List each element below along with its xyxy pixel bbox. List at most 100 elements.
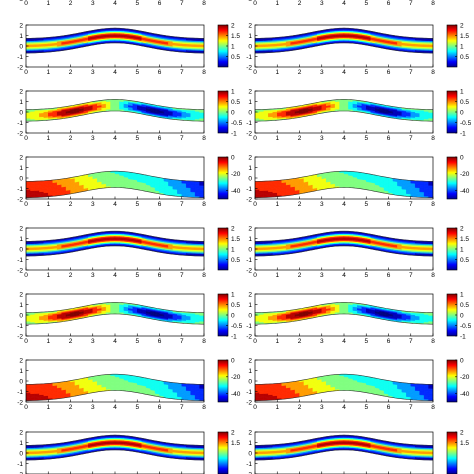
x-tick-label: 2 (298, 69, 302, 76)
contour-cell (199, 253, 204, 256)
contour-cell (199, 185, 204, 188)
y-tick-label: 2 (248, 88, 252, 95)
colorbar-tick-label: 0.5 (231, 257, 240, 264)
subplot-r3-c1: 0 1 2 3 4 5 6 7 8 -2 -1 0 1 2 0 -20 -40 (246, 154, 470, 208)
x-tick-label: 3 (320, 69, 324, 76)
x-tick-label: 0 (24, 135, 28, 142)
contour-cell (428, 194, 433, 197)
x-tick-label: 5 (364, 135, 368, 142)
subplot-r3-c0: 0 1 2 3 4 5 6 7 8 -2 -1 0 1 2 0 -20 -40 (17, 154, 241, 208)
colorbar-tick-label: -20 (460, 171, 470, 178)
x-tick-label: 5 (135, 201, 139, 208)
x-tick-label: 6 (158, 69, 162, 76)
y-tick-label: -1 (17, 54, 23, 61)
x-tick-label: 0 (253, 0, 257, 7)
colorbar-tick-label: 0.5 (231, 99, 240, 106)
x-tick-label: 0 (24, 201, 28, 208)
x-tick-label: 7 (180, 69, 184, 76)
y-tick-label: 1 (19, 33, 23, 40)
upper-wall (255, 170, 433, 182)
x-tick-label: 3 (91, 201, 95, 208)
y-tick-label: -2 (17, 130, 23, 137)
x-tick-label: 4 (113, 69, 117, 76)
x-tick-label: 8 (431, 69, 435, 76)
y-tick-label: -2 (17, 196, 23, 203)
y-tick-label: 2 (19, 22, 23, 29)
colorbar-tick-label: 0 (231, 109, 235, 116)
colorbar-tick-label: 2 (231, 22, 235, 29)
contour-cell (199, 191, 204, 194)
x-tick-label: 6 (387, 0, 391, 7)
contour-fill (26, 27, 204, 54)
x-tick-label: 1 (46, 201, 50, 208)
contour-cell (428, 183, 433, 186)
x-tick-label: 3 (91, 272, 95, 279)
y-tick-label: -1 (246, 120, 252, 127)
y-tick-label: -2 (17, 0, 23, 2)
colorbar-tick-label: 1 (460, 88, 464, 95)
x-tick-label: 2 (69, 0, 73, 7)
contour-cell (199, 43, 204, 45)
x-tick-label: 6 (158, 272, 162, 279)
contour-cell (199, 183, 204, 186)
x-tick-label: 0 (24, 272, 28, 279)
y-tick-label: 2 (19, 154, 23, 161)
contour-cell (428, 182, 433, 185)
contour-cell (199, 246, 204, 248)
contour-cell (199, 243, 204, 246)
y-tick-label: -1 (17, 120, 23, 127)
y-tick-label: -2 (246, 0, 252, 2)
colorbar-tick-label: -40 (231, 188, 241, 195)
contour-cell (428, 44, 433, 46)
x-tick-label: 3 (320, 135, 324, 142)
x-tick-label: 2 (69, 272, 73, 279)
contour-cell (428, 46, 433, 49)
contour-cell (199, 249, 204, 252)
x-tick-label: 5 (135, 272, 139, 279)
colorbar-tick-label: 1 (231, 88, 235, 95)
contour-cell (199, 46, 204, 49)
contour-cell (428, 187, 433, 190)
y-tick-label: -2 (246, 196, 252, 203)
y-tick-label: 0 (248, 109, 252, 116)
contour-cell (199, 50, 204, 53)
upper-wall (26, 27, 204, 39)
contour-fill (255, 170, 433, 198)
contour-fill (255, 99, 433, 122)
lower-wall (26, 110, 204, 122)
upper-wall (26, 99, 204, 110)
contour-cell (428, 189, 433, 192)
colorbar-tick-label: -40 (460, 188, 470, 195)
x-tick-label: 6 (158, 0, 162, 7)
y-tick-label: 1 (248, 165, 252, 172)
y-tick-label: -2 (246, 130, 252, 137)
x-tick-label: 7 (180, 135, 184, 142)
contour-cell (428, 181, 433, 183)
x-tick-label: 3 (91, 135, 95, 142)
contour-cell (428, 39, 433, 42)
colorbar-tick-label: -20 (231, 171, 241, 178)
x-tick-label: 5 (135, 69, 139, 76)
colorbar-tick-label: 1 (231, 246, 235, 253)
contour-fill (26, 99, 204, 122)
x-tick-label: 8 (202, 201, 206, 208)
colorbar-tick-label: 0 (460, 154, 464, 161)
colorbar-tick-label: -1 (460, 130, 466, 137)
subplot-r1-c1: 0 1 2 3 4 5 6 7 8 -2 -1 0 1 2 2 1.5 1 0.5 (246, 22, 469, 76)
lower-wall (255, 187, 433, 198)
contour-cell (428, 191, 433, 194)
contour-cell (199, 193, 204, 196)
y-tick-label: 2 (248, 22, 252, 29)
colorbar-tick-label: 0 (231, 154, 235, 161)
x-tick-label: 2 (298, 135, 302, 142)
y-tick-label: 1 (248, 33, 252, 40)
x-tick-label: 3 (91, 0, 95, 7)
colorbar (446, 156, 458, 200)
colorbar-tick-label: 1 (460, 43, 464, 50)
x-tick-label: 4 (113, 201, 117, 208)
contour-cell (199, 247, 204, 249)
contour-cell (199, 41, 204, 44)
contour-cell (199, 47, 204, 50)
